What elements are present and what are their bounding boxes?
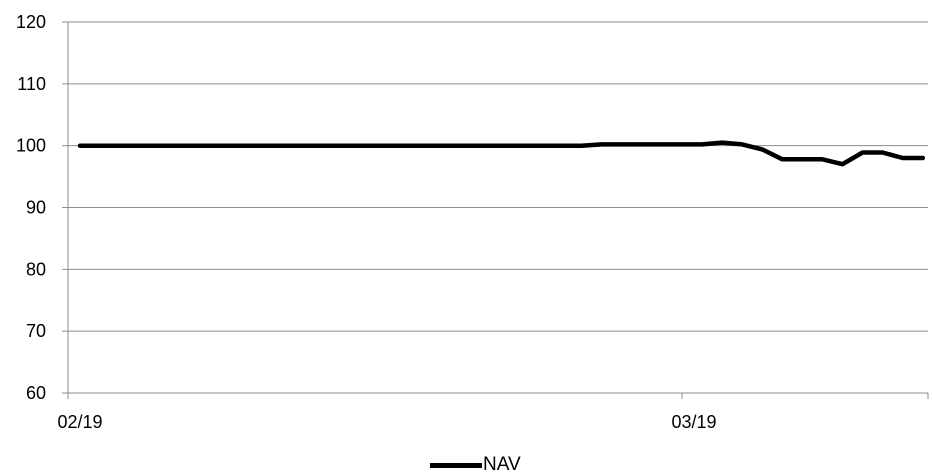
y-tick-label: 90 xyxy=(26,198,46,218)
y-tick-label: 60 xyxy=(26,383,46,403)
x-tick-label: 03/19 xyxy=(671,412,716,432)
y-tick-label: 120 xyxy=(16,12,46,32)
y-tick-label: 70 xyxy=(26,321,46,341)
y-tick-label: 80 xyxy=(26,259,46,279)
y-tick-label: 100 xyxy=(16,136,46,156)
x-tick-label: 02/19 xyxy=(57,412,102,432)
legend-line-swatch xyxy=(430,462,482,468)
series-line-nav xyxy=(77,140,926,167)
y-tick-label: 110 xyxy=(17,74,46,94)
legend-label-nav: NAV xyxy=(483,454,521,475)
legend: NAV xyxy=(430,454,521,476)
